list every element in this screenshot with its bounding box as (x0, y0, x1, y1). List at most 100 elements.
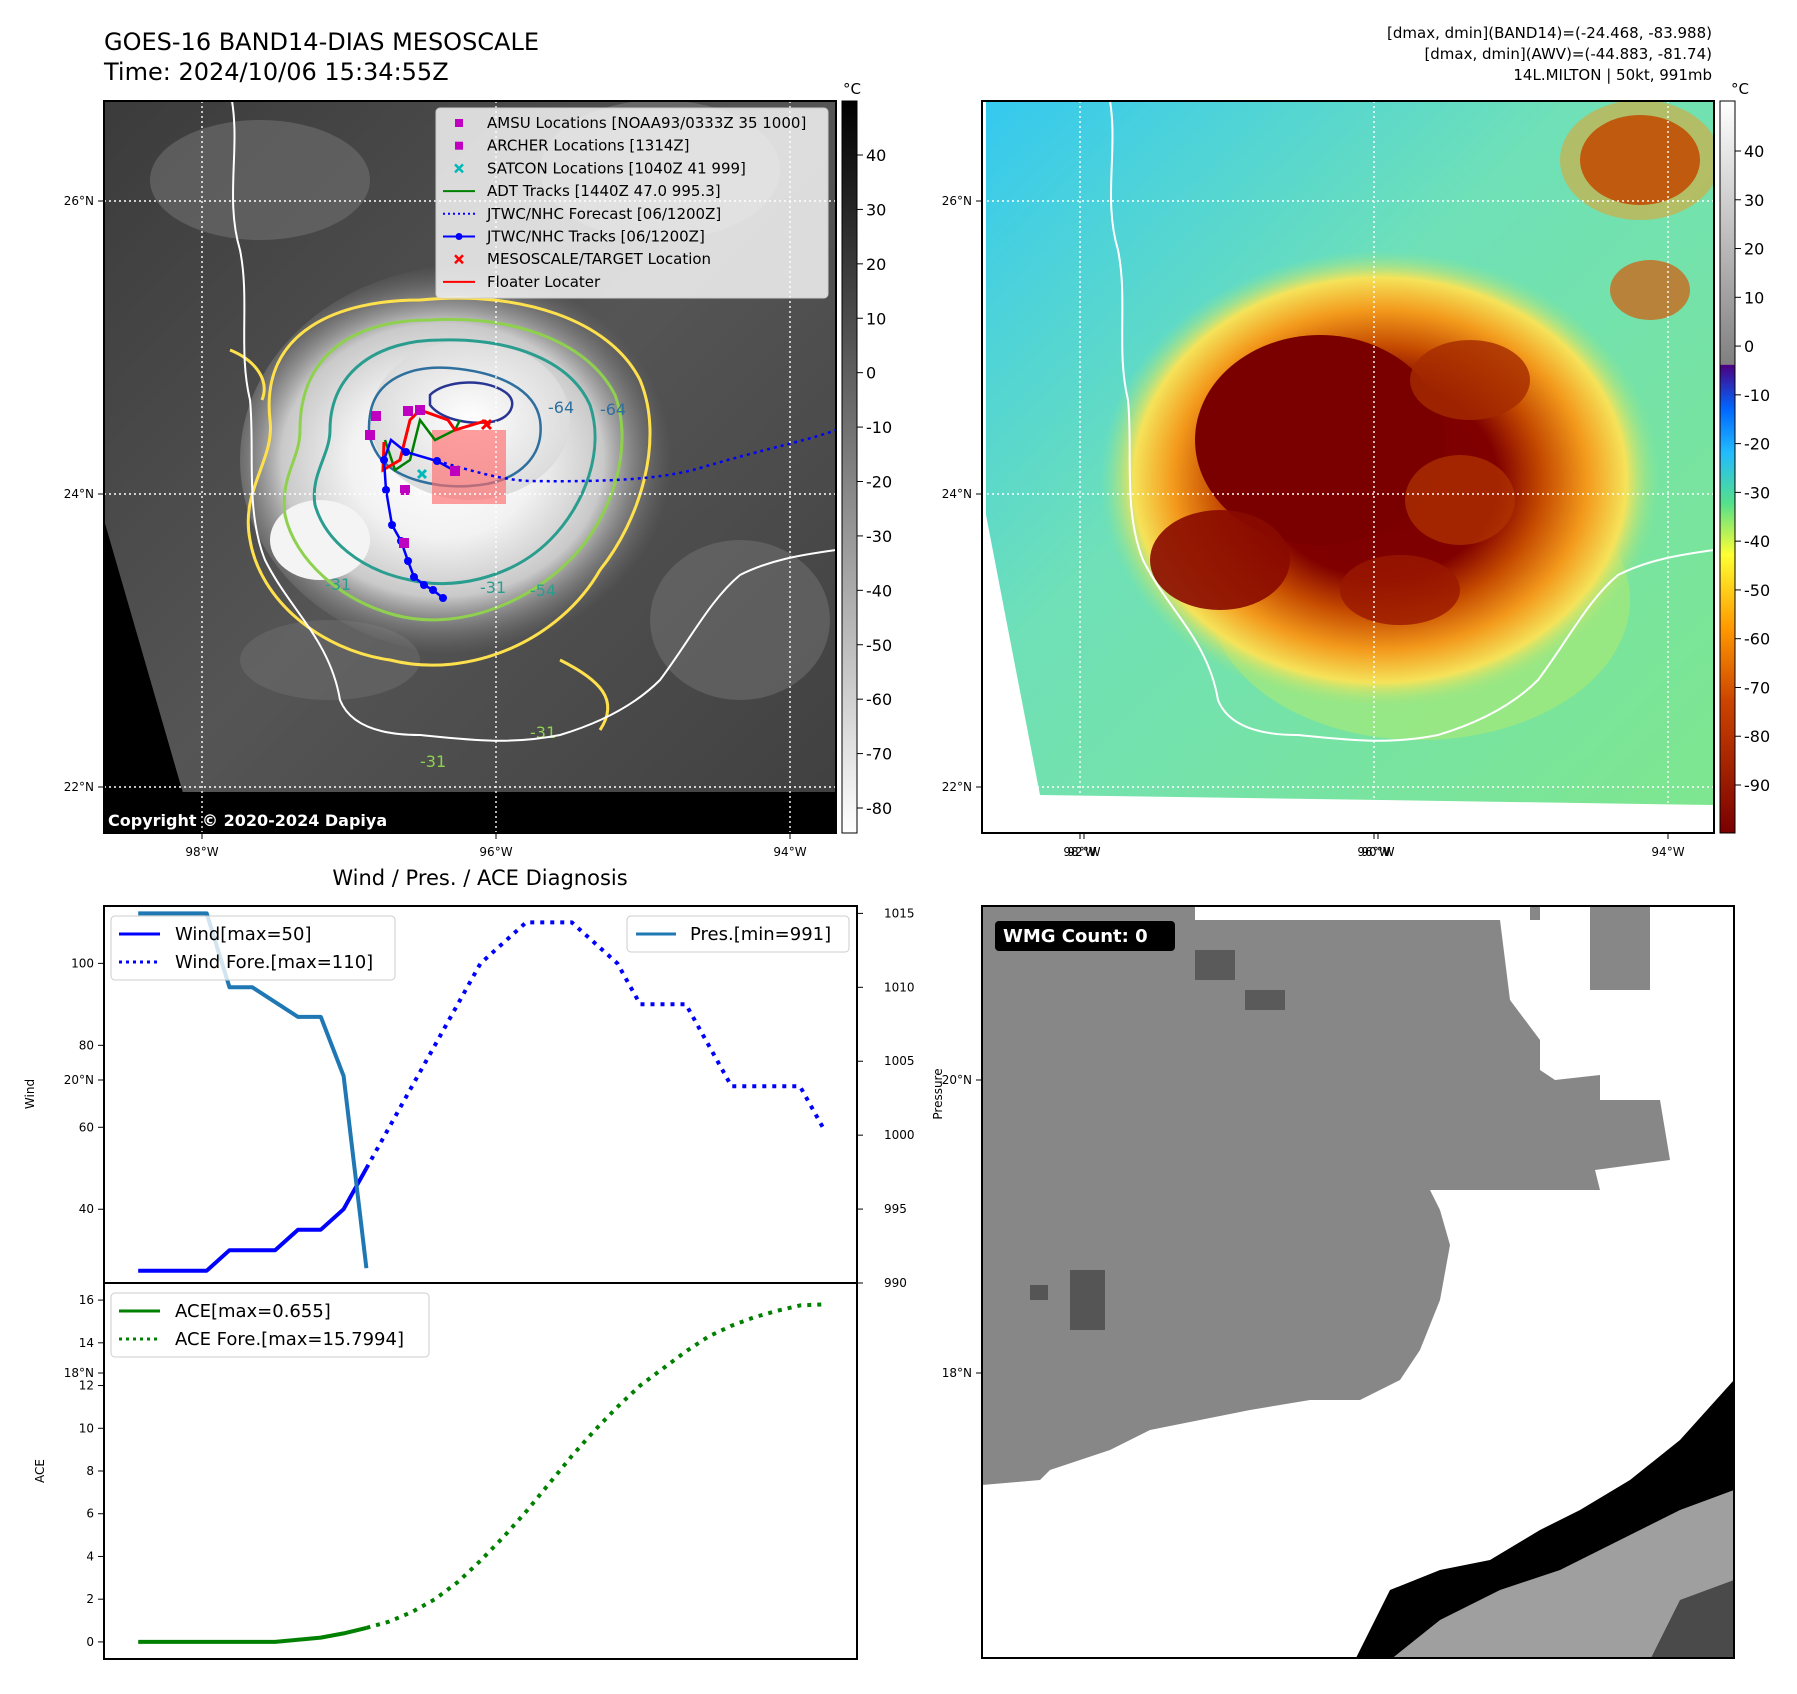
lat-label: 26°N (942, 194, 972, 208)
map-legend-label: Floater Locater (487, 273, 601, 291)
colorbar-tick-label: -70 (1744, 678, 1770, 697)
lon-label: 94°W (773, 845, 806, 859)
map-legend-label: SATCON Locations [1040Z 41 999] (487, 159, 746, 177)
awv-colorbar (1719, 100, 1736, 834)
lon-label: 92°W (1067, 845, 1100, 859)
legend-marker (454, 163, 464, 174)
ace-y-axis: 0 2 4 6 8 10 12 14 16 (79, 1293, 104, 1649)
ace-legend: ACE[max=0.655] ACE Fore.[max=15.7994] (110, 1292, 430, 1358)
y-tick-label: 4 (86, 1549, 94, 1563)
ir-colorbar-ticks: 40 30 20 10 0 -10 -20 -30 -40 -50 -60 -70 -80 (857, 146, 892, 818)
lat-label: 22°N (64, 780, 94, 794)
colorbar-tick-label: -80 (866, 799, 892, 818)
ir-map-lon-labels: 98°W 96°W 94°W 92°W 90°W (185, 833, 1395, 859)
y-tick-label: 10 (79, 1421, 94, 1435)
y-tick-label: 1000 (884, 1128, 915, 1142)
info-line-1: [dmax, dmin](BAND14)=(-24.468, -83.988) (1387, 24, 1712, 42)
y-tick-label: 40 (79, 1202, 94, 1216)
y-tick-label: 2 (86, 1592, 94, 1606)
diagnosis-title: Wind / Pres. / ACE Diagnosis (332, 866, 627, 890)
legend-marker (455, 233, 463, 240)
colorbar-tick-label: 20 (1744, 240, 1764, 259)
series-line (138, 911, 369, 1269)
y-tick-label: 1005 (884, 1054, 915, 1068)
legend-marker (455, 141, 463, 150)
lat-label: 26°N (64, 194, 94, 208)
lat-label: 18°N (64, 1366, 94, 1380)
wmg-panel-imagery (982, 906, 1734, 1658)
legend-wind-forecast: Wind Fore.[max=110] (175, 952, 373, 973)
colorbar-tick-label: -30 (1744, 483, 1770, 502)
pressure-y-axis: 990 995 1000 1005 1010 1015 (857, 906, 915, 1290)
colorbar-tick-label: -40 (1744, 532, 1770, 551)
series-line (138, 1625, 367, 1644)
y-tick-label: 16 (79, 1293, 94, 1307)
lon-label: 96°W (1357, 845, 1390, 859)
colorbar-tick-label: -90 (1744, 776, 1770, 795)
colorbar-tick-label: -40 (866, 581, 892, 600)
ir-map-frame (103, 100, 837, 834)
y-tick-label: 100 (71, 956, 94, 970)
colorbar-tick-label: 0 (1744, 337, 1754, 356)
colorbar-tick-label: -50 (866, 636, 892, 655)
colorbar-tick-label: 40 (1744, 142, 1764, 161)
colorbar-tick-label: 40 (866, 146, 886, 165)
map-legend-label: AMSU Locations [NOAA93/0333Z 35 1000] (487, 114, 806, 132)
lat-label: 22°N (942, 780, 972, 794)
awv-colorbar-ticks: 40 30 20 10 0 -10 -20 -30 -40 -50 -60 -70 -80 -90 (1735, 142, 1770, 795)
y-tick-label: 0 (86, 1635, 94, 1649)
color-map-lat-labels: 26°N 24°N 22°N 20°N 18°N (942, 194, 982, 1380)
legend-wind: Wind[max=50] (175, 924, 312, 945)
colorbar-tick-label: -60 (866, 690, 892, 709)
colorbar-tick-label: -10 (866, 418, 892, 437)
lon-label: 94°W (1651, 845, 1684, 859)
pressure-ylabel: Pressure (931, 1068, 945, 1119)
y-tick-label: 80 (79, 1038, 94, 1052)
floater-box (432, 430, 506, 504)
map-legend-label: JTWC/NHC Tracks [06/1200Z] (486, 228, 705, 246)
legend-ace: ACE[max=0.655] (175, 1301, 331, 1322)
ir-colorbar (841, 100, 858, 834)
colorbar-tick-label: -50 (1744, 581, 1770, 600)
colorbar-tick-label: -30 (866, 527, 892, 546)
lat-label: 20°N (942, 1073, 972, 1087)
contour-label: -54 (530, 581, 556, 600)
lon-label: 90°W (1361, 845, 1394, 859)
color-map-imagery (982, 101, 1714, 833)
colorbar-tick-label: -20 (866, 473, 892, 492)
pressure-legend: Pres.[min=991] (626, 915, 850, 953)
colorbar-tick-label: -70 (866, 745, 892, 764)
legend-ace-forecast: ACE Fore.[max=15.7994] (175, 1329, 404, 1350)
wind-series (138, 911, 825, 1273)
wmg-count-label: WMG Count: 0 (1003, 926, 1148, 947)
series-line (364, 920, 825, 1170)
copyright-text: Copyright © 2020-2024 Dapiya (108, 811, 387, 830)
series-line (365, 1302, 823, 1630)
lon-label: 98°W (1063, 845, 1096, 859)
lat-label: 18°N (942, 1366, 972, 1380)
map-legend-label: MESOSCALE/TARGET Location (487, 250, 711, 268)
info-line-2: [dmax, dmin](AWV)=(-44.883, -81.74) (1424, 45, 1712, 63)
wind-y-axis: 40 60 80 100 (71, 956, 104, 1216)
map-legend: AMSU Locations [NOAA93/0333Z 35 1000] ARC… (435, 107, 829, 299)
y-tick-label: 995 (884, 1202, 907, 1216)
contour-label: -31 (480, 578, 506, 597)
y-tick-label: 60 (79, 1120, 94, 1134)
title-line-1: GOES-16 BAND14-DIAS MESOSCALE (104, 28, 539, 56)
lon-label: 96°W (479, 845, 512, 859)
info-line-3: 14L.MILTON | 50kt, 991mb (1513, 66, 1712, 84)
map-legend-label: ADT Tracks [1440Z 47.0 995.3] (487, 182, 721, 200)
map-legend-label: ARCHER Locations [1314Z] (487, 137, 690, 155)
y-tick-label: 12 (79, 1379, 94, 1393)
lat-label: 20°N (64, 1073, 94, 1087)
ir-map-lat-labels: 26°N 24°N 22°N 20°N 18°N (64, 194, 104, 1380)
colorbar-tick-label: 10 (866, 309, 886, 328)
colorbar-tick-label: 0 (866, 364, 876, 383)
wmg-panel-frame (981, 905, 1735, 1659)
colorbar-tick-label: -10 (1744, 386, 1770, 405)
y-tick-label: 6 (86, 1507, 94, 1521)
lon-label: 98°W (185, 845, 218, 859)
legend-marker (454, 254, 464, 265)
